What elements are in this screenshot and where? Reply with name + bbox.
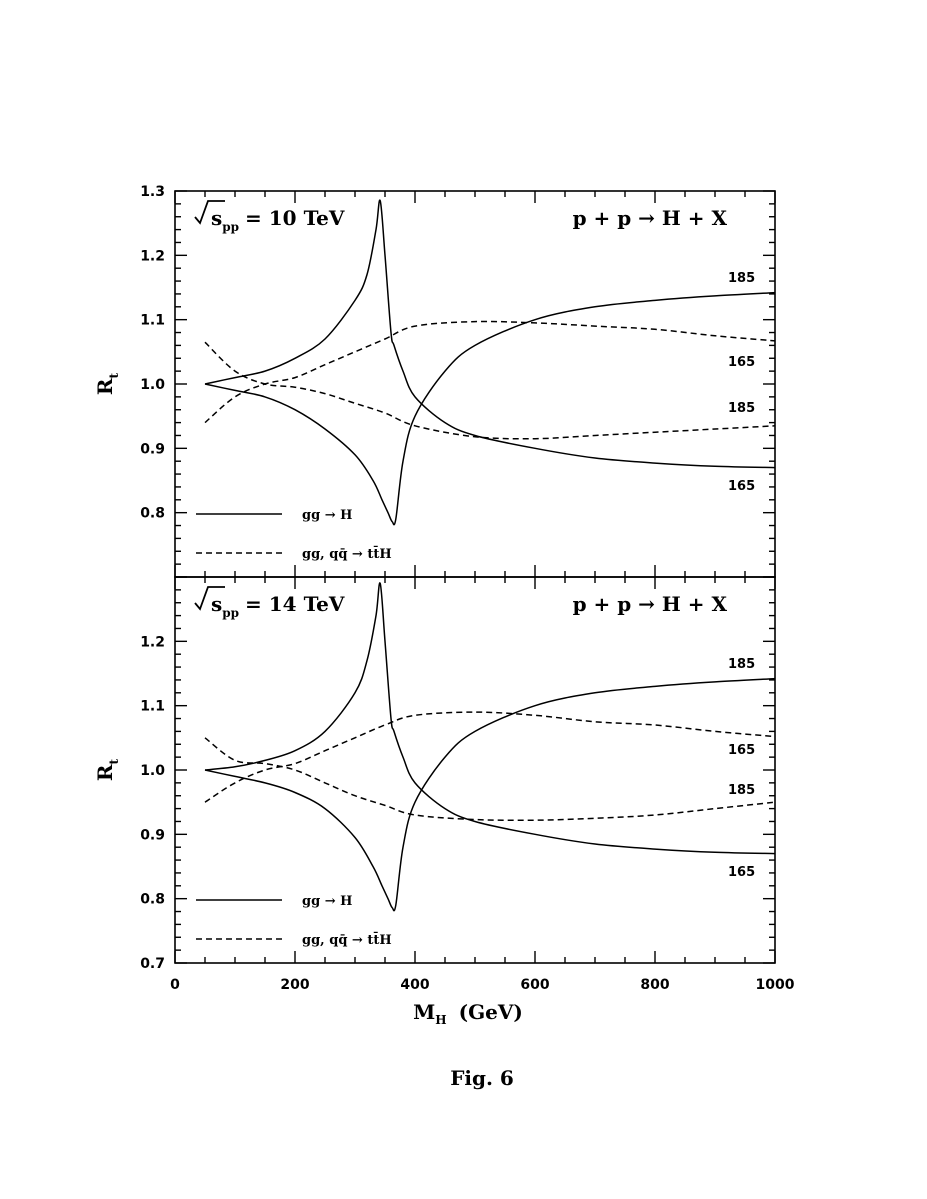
x-tick-label: 1000: [756, 977, 795, 993]
series-label-dashed-185: 185: [728, 401, 755, 416]
panel-bottom-14tev: 0.7 0.8 0.9 1.0 1.1 1.2 0 200 400 600 800 1000 Rt MH(…: [93, 576, 795, 1027]
x-tick-label: 800: [640, 977, 669, 993]
series-dashed-185: [204, 341, 776, 440]
series-solid-185: [204, 677, 776, 912]
y-tick-label: 0.8: [140, 506, 165, 522]
y-tick-label: 0.8: [140, 892, 165, 908]
series-label-solid-165: 165: [728, 479, 755, 494]
y-tick-label: 1.0: [140, 763, 165, 779]
series-label-dashed-165: 165: [728, 743, 755, 758]
sqrt-symbol: [194, 586, 225, 611]
y-tick-label: 1.2: [140, 248, 165, 264]
y-tick-label: 0.9: [140, 441, 165, 457]
series-solid-165: [204, 582, 776, 855]
series-dashed-165: [204, 711, 776, 803]
series-dashed-165: [204, 320, 776, 424]
x-tick-label: 0: [170, 977, 180, 993]
y-tick-label: 1.1: [140, 699, 165, 715]
y-axis-title: Rt: [93, 758, 121, 781]
series-label-dashed-185: 185: [728, 783, 755, 798]
x-tick-label: 600: [520, 977, 549, 993]
legend-entry-tth: gg, qq̄ → tt̄H: [302, 545, 392, 562]
process-label: p + p → H + X: [573, 206, 728, 230]
series-label-solid-185: 185: [728, 271, 755, 286]
y-axis-title: Rt: [93, 372, 121, 395]
sqrt-symbol: [194, 200, 225, 225]
y-tick-label: 1.2: [140, 634, 165, 650]
process-label: p + p → H + X: [573, 592, 728, 616]
y-tick-label: 1.1: [140, 313, 165, 329]
panel-top-10tev: 0.8 0.9 1.0 1.1 1.2 1.3 Rt spp = 10 TeV p + p → H…: [93, 184, 776, 578]
energy-label: spp = 10 TeV: [211, 206, 345, 234]
series-solid-165: [204, 199, 776, 469]
series-label-dashed-165: 165: [728, 355, 755, 370]
y-tick-label: 0.7: [140, 956, 165, 972]
series-label-solid-165: 165: [728, 865, 755, 880]
legend: gg → H gg, qq̄ → tt̄H: [196, 894, 392, 948]
x-axis-title: MH (GeV): [413, 1000, 523, 1027]
series-dashed-185: [204, 737, 776, 822]
x-tick-label: 400: [400, 977, 429, 993]
plot-frame: [174, 576, 776, 964]
legend-entry-gg-h: gg → H: [302, 894, 352, 909]
series-label-solid-185: 185: [728, 657, 755, 672]
legend: gg → H gg, qq̄ → tt̄H: [196, 508, 392, 562]
figure-caption: Fig. 6: [450, 1066, 514, 1090]
y-tick-label: 1.3: [140, 184, 165, 200]
legend-entry-tth: gg, qq̄ → tt̄H: [302, 931, 392, 948]
x-tick-label: 200: [280, 977, 309, 993]
legend-entry-gg-h: gg → H: [302, 508, 352, 523]
y-tick-label: 1.0: [140, 377, 165, 393]
series-solid-185: [204, 291, 776, 526]
y-tick-label: 0.9: [140, 827, 165, 843]
energy-label: spp = 14 TeV: [211, 592, 345, 620]
